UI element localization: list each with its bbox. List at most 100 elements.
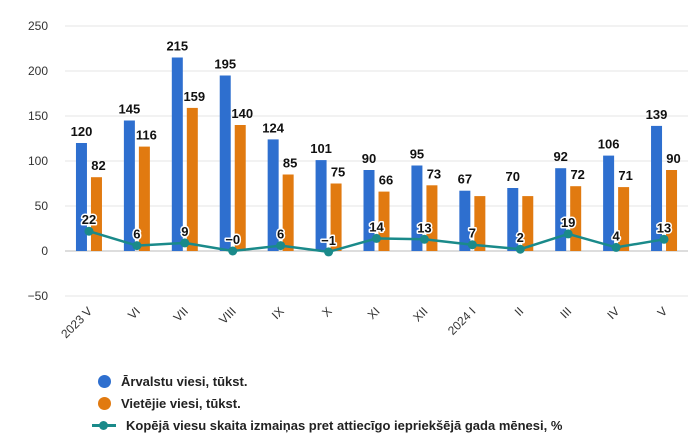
legend-label-change: Kopējā viesu skaita izmaiņas pret attiec… [126, 417, 563, 433]
data-label-change: 9 [181, 224, 188, 239]
bar-foreign-guests [123, 120, 135, 251]
bar-foreign-guests [411, 165, 423, 251]
data-label-local: 71 [618, 168, 632, 183]
data-label-change: −0 [225, 232, 240, 247]
bar-foreign-guests [459, 190, 471, 251]
legend-item-change[interactable]: Kopējā viesu skaita izmaiņas pret attiec… [92, 414, 563, 436]
x-tick-label: VI [125, 304, 143, 322]
bar-local-guests [138, 146, 150, 251]
data-label-local: 159 [183, 89, 205, 104]
y-tick-label: 0 [41, 244, 48, 258]
data-label-local: 116 [136, 128, 157, 143]
bar-foreign-guests [171, 57, 183, 251]
x-tick-label: V [655, 304, 671, 320]
data-label-foreign: 95 [410, 147, 424, 162]
data-label-change: 6 [133, 227, 140, 242]
line-point-total-change [563, 229, 573, 239]
bar-local-guests [618, 187, 630, 251]
data-label-change: 22 [82, 212, 96, 227]
bar-local-guests [90, 177, 102, 251]
x-tick-label: 2023 V [58, 304, 95, 341]
bar-foreign-guests [219, 75, 231, 251]
line-point-total-change [276, 241, 286, 251]
legend-item-local[interactable]: Vietējie viesi, tūkst. [98, 392, 562, 414]
data-label-foreign: 215 [166, 39, 188, 54]
data-label-local: 85 [283, 156, 297, 171]
data-label-local: 66 [379, 173, 393, 188]
data-label-foreign: 145 [119, 102, 141, 117]
legend: Ārvalstu viesi, tūkst. Vietējie viesi, t… [92, 370, 563, 436]
data-label-change: 7 [469, 226, 476, 241]
data-label-local: 73 [427, 166, 441, 181]
line-point-total-change [611, 242, 621, 252]
data-label-foreign: 106 [598, 137, 620, 152]
line-point-total-change [372, 233, 381, 243]
y-axis: 250 200 150 100 50 0 −50 [28, 19, 49, 303]
y-tick-label: 100 [28, 154, 48, 168]
bar-local-guests [666, 170, 678, 251]
data-label-change: 6 [277, 227, 284, 242]
data-label-change: 14 [369, 219, 384, 234]
data-label-local: 82 [91, 158, 105, 173]
line-point-total-change [324, 247, 334, 257]
line-point-total-change [228, 246, 238, 256]
x-tick-label: II [512, 304, 527, 319]
bar-foreign-guests [555, 168, 567, 251]
y-tick-label: 50 [35, 199, 49, 213]
bar-foreign-guests [75, 143, 87, 251]
line-point-total-change [84, 226, 94, 236]
bar-foreign-guests [507, 188, 519, 251]
x-tick-label: XI [365, 304, 383, 322]
bar-foreign-guests [603, 155, 615, 251]
line-series [84, 226, 669, 257]
data-label-foreign: 124 [262, 120, 284, 135]
x-tick-label: 2024 I [445, 304, 478, 337]
x-tick-label: XII [410, 304, 430, 324]
legend-item-foreign[interactable]: Ārvalstu viesi, tūkst. [98, 370, 562, 392]
x-tick-label: X [319, 304, 335, 320]
x-tick-label: IV [604, 304, 622, 322]
bar-foreign-guests [363, 170, 375, 251]
data-label-foreign: 101 [310, 141, 332, 156]
y-tick-label: 150 [28, 109, 48, 123]
line-point-total-change [659, 234, 669, 244]
data-labels: 1208214511621515919514012485101759066957… [71, 39, 681, 250]
bar-local-guests [330, 183, 342, 251]
data-label-change: 19 [561, 215, 575, 230]
bar-local-guests [570, 186, 582, 251]
line-point-total-change [467, 240, 477, 250]
x-tick-label: VIII [216, 304, 239, 327]
bar-local-guests [234, 125, 246, 251]
bar-local-guests [378, 191, 390, 251]
bars [75, 57, 678, 252]
data-label-change: 4 [612, 228, 620, 243]
data-label-foreign: 120 [71, 124, 93, 139]
data-label-local: 72 [570, 167, 584, 182]
data-label-foreign: 67 [458, 172, 472, 187]
data-label-foreign: 195 [214, 57, 236, 72]
line-point-total-change [132, 241, 142, 251]
legend-label-local: Vietējie viesi, tūkst. [121, 395, 241, 411]
data-label-local: 90 [666, 151, 680, 166]
y-tick-label: −50 [28, 289, 49, 303]
x-tick-label: III [557, 304, 574, 321]
data-label-local: 140 [231, 106, 253, 121]
y-tick-label: 250 [28, 19, 48, 33]
data-label-change: 13 [657, 220, 671, 235]
data-label-change: 2 [517, 230, 524, 245]
x-axis: 2023 V VI VII VIII IX X XI XII 2024 I II III IV V [58, 304, 670, 341]
data-label-foreign: 90 [362, 151, 376, 166]
data-label-change: −1 [321, 233, 336, 248]
bar-foreign-guests [267, 139, 279, 251]
data-label-local: 75 [331, 165, 345, 180]
bar-local-guests [282, 174, 294, 251]
data-label-foreign: 70 [506, 169, 520, 184]
legend-swatch-foreign [98, 374, 111, 388]
line-point-total-change [180, 238, 190, 248]
data-label-foreign: 92 [553, 149, 567, 164]
line-point-total-change [419, 234, 429, 244]
legend-label-foreign: Ārvalstu viesi, tūkst. [121, 373, 248, 389]
legend-swatch-change [92, 419, 116, 432]
y-tick-label: 200 [28, 64, 48, 78]
